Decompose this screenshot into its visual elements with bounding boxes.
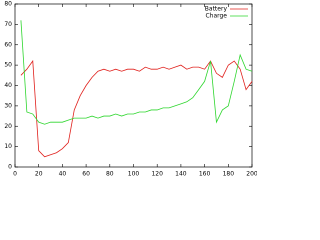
legend-label: Battery <box>205 6 228 13</box>
x-tick-label: 80 <box>106 171 114 178</box>
y-tick-label: 10 <box>4 143 12 150</box>
x-tick-label: 140 <box>175 171 187 178</box>
y-tick-label: 60 <box>4 41 12 48</box>
y-tick-label: 50 <box>4 62 12 69</box>
y-tick-label: 20 <box>4 123 12 130</box>
x-tick-label: 60 <box>82 171 90 178</box>
y-tick-label: 0 <box>8 164 12 171</box>
x-tick-label: 180 <box>223 171 235 178</box>
y-tick-label: 80 <box>4 1 12 8</box>
legend-label: Charge <box>205 13 227 20</box>
x-tick-label: 40 <box>59 171 67 178</box>
plot-frame <box>14 3 253 168</box>
y-tick-label: 40 <box>4 82 12 89</box>
x-tick-label: 100 <box>128 171 140 178</box>
chart: 0 10 20 30 40 50 60 70 80 0 20 40 60 80 100 120 140 160 18… <box>4 1 257 178</box>
x-tick-label: 160 <box>199 171 211 178</box>
x-tick-label: 20 <box>35 171 43 178</box>
y-tick-label: 70 <box>4 21 12 28</box>
series-line <box>20 59 253 158</box>
series-line <box>20 20 253 125</box>
y-tick-label: 30 <box>4 102 12 109</box>
x-tick-label: 120 <box>151 171 163 178</box>
x-tick-label: 200 <box>246 171 257 178</box>
x-tick-label: 0 <box>13 171 17 178</box>
